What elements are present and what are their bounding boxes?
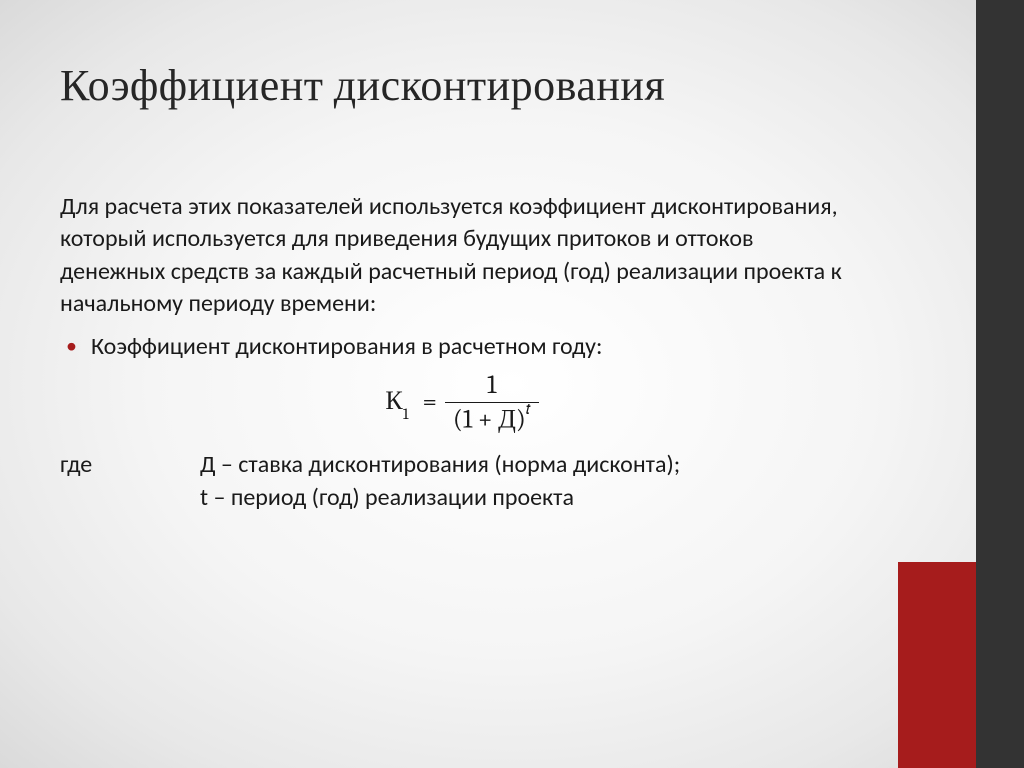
formula-denominator: (1 + Д)𝑡 bbox=[445, 403, 539, 434]
where-row-2: t – период (год) реализации проекта bbox=[60, 481, 864, 515]
formula-equals: = bbox=[423, 387, 437, 417]
formula-lhs: К1 bbox=[385, 386, 408, 419]
where-block: где Д – ставка дисконтирования (норма ди… bbox=[60, 448, 864, 515]
bullet-item: • Коэффициент дисконтирования в расчетно… bbox=[60, 331, 864, 363]
formula-numerator: 1 bbox=[479, 371, 504, 402]
formula-denom-exponent: 𝑡 bbox=[526, 400, 531, 418]
where-label: где bbox=[60, 448, 200, 482]
formula-denom-base: (1 + Д) bbox=[453, 404, 526, 434]
bullet-text: Коэффициент дисконтирования в расчетном … bbox=[91, 331, 603, 363]
slide-title: Коэффициент дисконтирования bbox=[60, 60, 864, 111]
discount-formula: К1 = 1 (1 + Д)𝑡 bbox=[385, 371, 538, 434]
where-def-1: Д – ставка дисконтирования (норма дискон… bbox=[200, 448, 864, 482]
where-row-1: где Д – ставка дисконтирования (норма ди… bbox=[60, 448, 864, 482]
sidebar-red-accent bbox=[898, 562, 976, 768]
formula-lhs-base: К bbox=[385, 386, 402, 416]
formula-block: К1 = 1 (1 + Д)𝑡 bbox=[60, 371, 864, 434]
intro-paragraph: Для расчета этих показателей используетс… bbox=[60, 191, 864, 321]
bullet-marker: • bbox=[66, 331, 77, 362]
slide-content: Коэффициент дисконтирования Для расчета … bbox=[60, 60, 864, 515]
where-def-2: t – период (год) реализации проекта bbox=[200, 483, 574, 512]
formula-fraction: 1 (1 + Д)𝑡 bbox=[445, 371, 539, 434]
formula-lhs-sub: 1 bbox=[403, 405, 409, 423]
sidebar-dark-stripe bbox=[976, 0, 1024, 768]
